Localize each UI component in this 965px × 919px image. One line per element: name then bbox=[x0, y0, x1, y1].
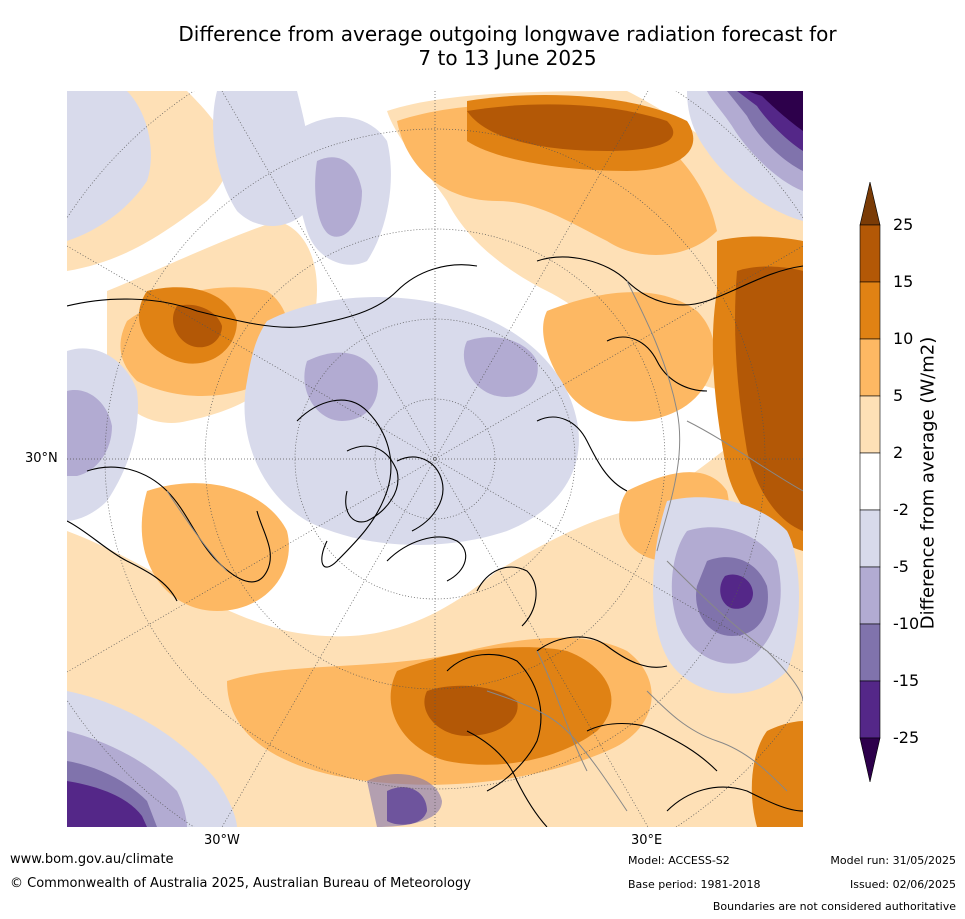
colorbar-box bbox=[859, 452, 881, 511]
colorbar-box bbox=[859, 680, 881, 739]
website-link[interactable]: www.bom.gov.au/climate bbox=[10, 852, 174, 867]
chart-title: Difference from average outgoing longwav… bbox=[60, 22, 955, 70]
colorbar-tick-label: 2 bbox=[893, 443, 904, 462]
graticule bbox=[67, 91, 803, 827]
title-line-1: Difference from average outgoing longwav… bbox=[178, 22, 837, 46]
colorbar-box bbox=[859, 566, 881, 625]
colorbar-tick-label: -2 bbox=[893, 500, 909, 519]
colorbar-tick-label: -25 bbox=[893, 728, 920, 747]
colorbar-box bbox=[859, 281, 881, 340]
colorbar-box bbox=[859, 224, 881, 283]
country-borders bbox=[166, 280, 803, 812]
colorbar-tick-label: 10 bbox=[893, 329, 914, 348]
colorbar-box bbox=[859, 338, 881, 397]
model-run-text: Model run: 31/05/2025 bbox=[830, 854, 956, 867]
olr-anomaly-map bbox=[67, 91, 803, 827]
colorbar-box bbox=[859, 509, 881, 568]
title-line-2: 7 to 13 June 2025 bbox=[418, 46, 597, 70]
colorbar-tick-label: -15 bbox=[893, 671, 920, 690]
model-text: Model: ACCESS-S2 bbox=[628, 854, 730, 867]
lon-label-30w: 30°W bbox=[204, 833, 240, 848]
lon-label-30e: 30°E bbox=[631, 833, 663, 848]
coastlines bbox=[67, 256, 803, 827]
lat-label-30n: 30°N bbox=[25, 451, 58, 466]
colorbar-tick-label: 5 bbox=[893, 386, 904, 405]
colorbar-extend-bottom bbox=[859, 737, 881, 782]
base-period-text: Base period: 1981-2018 bbox=[628, 878, 761, 891]
colorbar-box bbox=[859, 395, 881, 454]
colorbar-tick-label: -10 bbox=[893, 614, 920, 633]
colorbar-tick-label: 15 bbox=[893, 272, 914, 291]
colorbar-extend-top bbox=[859, 182, 881, 226]
disclaimer-text: Boundaries are not considered authoritat… bbox=[712, 900, 956, 913]
colorbar-box bbox=[859, 623, 881, 682]
map-canvas bbox=[67, 91, 803, 827]
colorbar-label: Difference from average (W/m2) bbox=[917, 336, 939, 630]
issued-text: Issued: 02/06/2025 bbox=[849, 878, 956, 891]
copyright-text: © Commonwealth of Australia 2025, Austra… bbox=[10, 876, 471, 891]
colorbar bbox=[859, 182, 881, 782]
colorbar-tick-label: -5 bbox=[893, 557, 909, 576]
colorbar-tick-label: 25 bbox=[893, 215, 914, 234]
